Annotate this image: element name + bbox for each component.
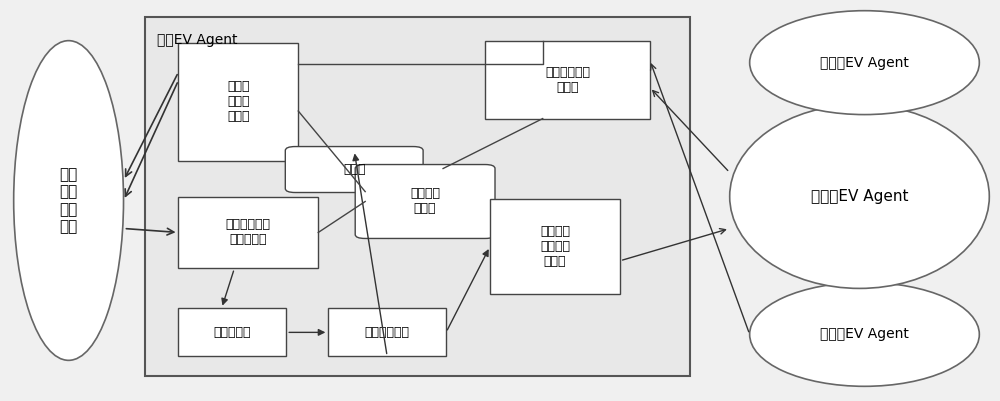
Text: 充放电
负荷预
测模块: 充放电 负荷预 测模块 — [227, 80, 250, 123]
Text: 地市级EV Agent: 地市级EV Agent — [820, 327, 909, 341]
Ellipse shape — [750, 282, 979, 386]
FancyBboxPatch shape — [178, 196, 318, 268]
FancyBboxPatch shape — [178, 43, 298, 160]
FancyBboxPatch shape — [328, 308, 446, 356]
FancyBboxPatch shape — [145, 17, 690, 376]
FancyBboxPatch shape — [285, 146, 423, 192]
Text: 目标分析器: 目标分析器 — [214, 326, 251, 339]
Text: 充放电数据接
收模块: 充放电数据接 收模块 — [545, 66, 590, 93]
Text: 外部
电网
调度
中心: 外部 电网 调度 中心 — [59, 167, 78, 234]
Text: 充放电调度曲
线接收模块: 充放电调度曲 线接收模块 — [226, 219, 271, 247]
Text: 逻辑推理模块: 逻辑推理模块 — [365, 326, 410, 339]
Ellipse shape — [14, 41, 124, 360]
Text: 有序充放
电计划发
布模块: 有序充放 电计划发 布模块 — [540, 225, 570, 268]
Ellipse shape — [730, 105, 989, 288]
Ellipse shape — [750, 11, 979, 115]
Text: 省级EV Agent: 省级EV Agent — [157, 32, 238, 47]
Text: 地市级EV Agent: 地市级EV Agent — [811, 189, 908, 204]
Text: 地市级EV Agent: 地市级EV Agent — [820, 56, 909, 70]
FancyBboxPatch shape — [485, 41, 650, 119]
FancyBboxPatch shape — [490, 198, 620, 294]
FancyBboxPatch shape — [178, 308, 286, 356]
Text: 规则库: 规则库 — [343, 163, 365, 176]
FancyBboxPatch shape — [355, 164, 495, 239]
Text: 历史数据
数据库: 历史数据 数据库 — [410, 188, 440, 215]
